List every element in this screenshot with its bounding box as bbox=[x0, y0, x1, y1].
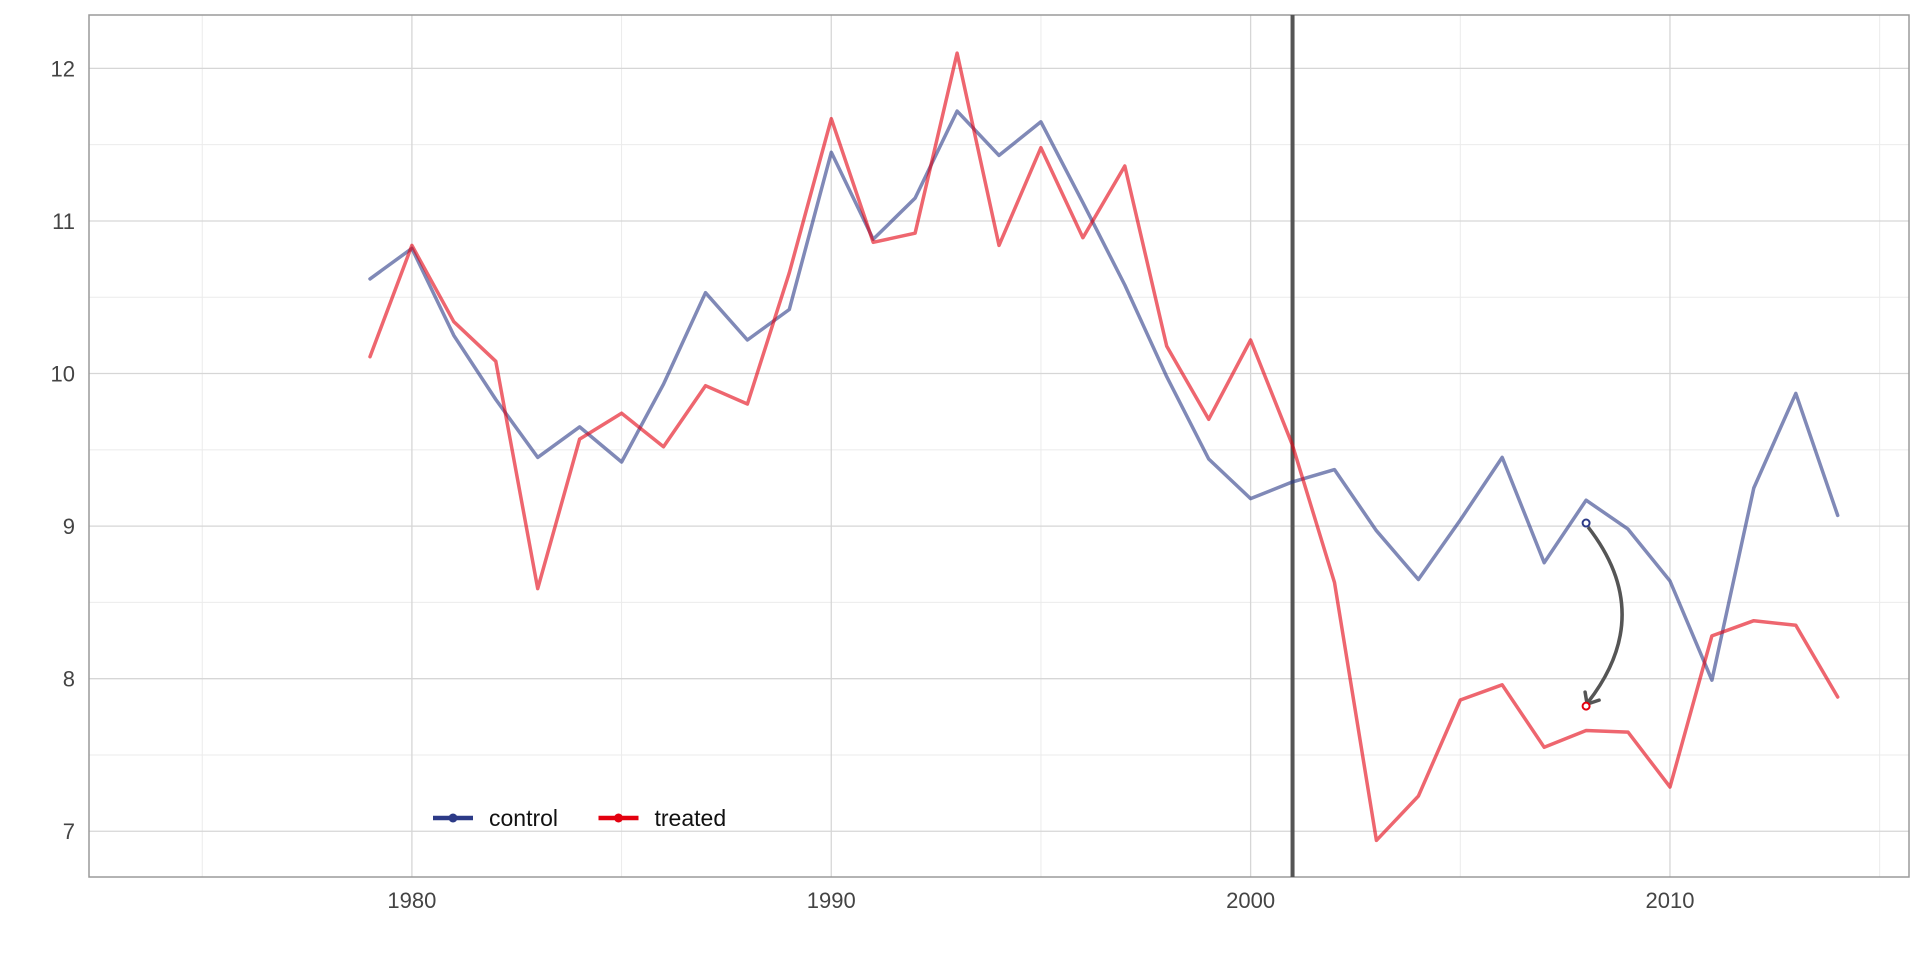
y-tick-label: 8 bbox=[63, 667, 75, 692]
x-tick-label: 1990 bbox=[807, 888, 856, 913]
x-tick-label: 2010 bbox=[1645, 888, 1694, 913]
legend-label-treated: treated bbox=[655, 805, 727, 831]
series-line-control bbox=[368, 109, 1840, 682]
series-layer bbox=[368, 51, 1840, 843]
y-tick-label: 12 bbox=[51, 56, 75, 81]
annotation-point-control bbox=[1581, 518, 1591, 528]
annotation-arrow bbox=[1586, 525, 1624, 704]
legend-label-control: control bbox=[489, 805, 558, 831]
legend: control treated bbox=[433, 805, 726, 831]
y-tick-label: 7 bbox=[63, 819, 75, 844]
plot-border bbox=[88, 14, 1910, 878]
series-line-treated bbox=[368, 51, 1840, 843]
x-axis-tick-labels: 1980 1990 2000 2010 bbox=[387, 888, 1694, 913]
annotation-point-treated bbox=[1581, 701, 1591, 711]
y-axis-tick-labels: 7 8 9 10 11 12 bbox=[51, 56, 75, 844]
x-tick-label: 1980 bbox=[387, 888, 436, 913]
y-tick-label: 9 bbox=[63, 514, 75, 539]
legend-swatch-dot-control bbox=[448, 813, 458, 823]
y-tick-label: 11 bbox=[52, 209, 75, 234]
minor-grid bbox=[89, 15, 1909, 877]
x-tick-label: 2000 bbox=[1226, 888, 1275, 913]
y-tick-label: 10 bbox=[51, 362, 75, 387]
annotation-layer bbox=[1581, 518, 1624, 711]
legend-swatch-dot-treated bbox=[614, 813, 623, 823]
